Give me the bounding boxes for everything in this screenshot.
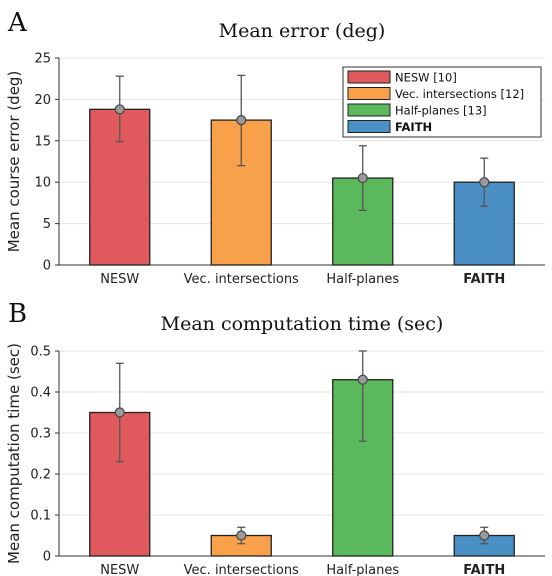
y-tick-label: 20 (34, 93, 51, 108)
mean-marker (479, 530, 490, 541)
legend-entry: NESW [10] (395, 71, 457, 85)
legend-entry: FAITH (395, 120, 432, 134)
category-label: Half-planes (326, 272, 399, 287)
legend-swatch (347, 103, 391, 117)
mean-marker (114, 104, 125, 115)
legend-swatch (347, 70, 391, 84)
mean-marker (114, 407, 125, 418)
legend-entry: Half-planes [13] (395, 104, 487, 118)
mean-marker (479, 177, 490, 188)
mean-marker (236, 114, 247, 126)
y-tick-label: 15 (34, 134, 51, 149)
category-label: Vec. intersections (184, 272, 299, 287)
category-label: FAITH (463, 272, 505, 287)
y-tick-label: 0.4 (30, 386, 51, 401)
panel-letter: B (8, 299, 27, 329)
mean-marker (357, 172, 368, 184)
legend-entry: Vec. intersections [12] (395, 87, 524, 101)
legend-swatch (347, 87, 391, 100)
y-tick-label: 0.3 (30, 427, 51, 442)
category-label: NESW (100, 563, 139, 576)
chart-panel-B: B Mean computation time (sec) 0 0.1 0.2 0.3 0.… (5, 299, 545, 576)
y-tick-label: 0.5 (30, 345, 51, 360)
category-label: Half-planes (326, 563, 399, 576)
chart-title: Mean computation time (sec) (161, 313, 444, 335)
chart-title: Mean error (deg) (219, 20, 386, 42)
mean-marker (357, 374, 368, 385)
y-tick-label: 5 (43, 217, 51, 232)
y-axis-label: Mean computation time (sec) (5, 343, 23, 564)
mean-marker (236, 530, 247, 541)
y-tick-label: 10 (34, 176, 51, 191)
y-tick-label: 0 (43, 550, 51, 565)
y-tick-label: 0 (43, 259, 51, 274)
y-tick-label: 0.2 (30, 468, 51, 483)
category-label: NESW (100, 272, 139, 287)
category-label: FAITH (463, 563, 505, 576)
legend-swatch (347, 120, 391, 133)
legend: NESW [10] Vec. intersections [12] Half-pla… (342, 66, 542, 138)
panel-letter: A (7, 8, 28, 38)
y-tick-label: 0.1 (30, 509, 51, 524)
y-axis-label: Mean course error (deg) (5, 71, 23, 253)
chart-panel-A: A Mean error (deg) 0 5 10 15 20 25 Mean course e… (5, 8, 545, 287)
y-tick-label: 25 (34, 52, 51, 67)
category-label: Vec. intersections (184, 563, 299, 576)
